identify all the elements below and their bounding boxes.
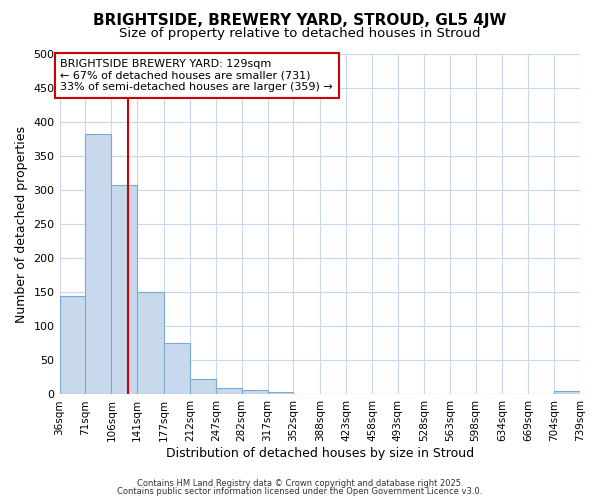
X-axis label: Distribution of detached houses by size in Stroud: Distribution of detached houses by size … bbox=[166, 447, 474, 460]
Y-axis label: Number of detached properties: Number of detached properties bbox=[15, 126, 28, 322]
Bar bbox=[216, 388, 242, 394]
Text: Contains HM Land Registry data © Crown copyright and database right 2025.: Contains HM Land Registry data © Crown c… bbox=[137, 478, 463, 488]
Bar bbox=[59, 296, 85, 394]
Bar bbox=[85, 134, 112, 394]
Bar bbox=[242, 390, 268, 394]
Bar bbox=[554, 391, 580, 394]
Text: Contains public sector information licensed under the Open Government Licence v3: Contains public sector information licen… bbox=[118, 487, 482, 496]
Text: BRIGHTSIDE BREWERY YARD: 129sqm
← 67% of detached houses are smaller (731)
33% o: BRIGHTSIDE BREWERY YARD: 129sqm ← 67% of… bbox=[60, 59, 333, 92]
Bar bbox=[190, 379, 216, 394]
Text: BRIGHTSIDE, BREWERY YARD, STROUD, GL5 4JW: BRIGHTSIDE, BREWERY YARD, STROUD, GL5 4J… bbox=[94, 12, 506, 28]
Bar bbox=[164, 344, 190, 394]
Bar bbox=[268, 392, 293, 394]
Text: Size of property relative to detached houses in Stroud: Size of property relative to detached ho… bbox=[119, 28, 481, 40]
Bar bbox=[137, 292, 164, 394]
Bar bbox=[112, 184, 137, 394]
